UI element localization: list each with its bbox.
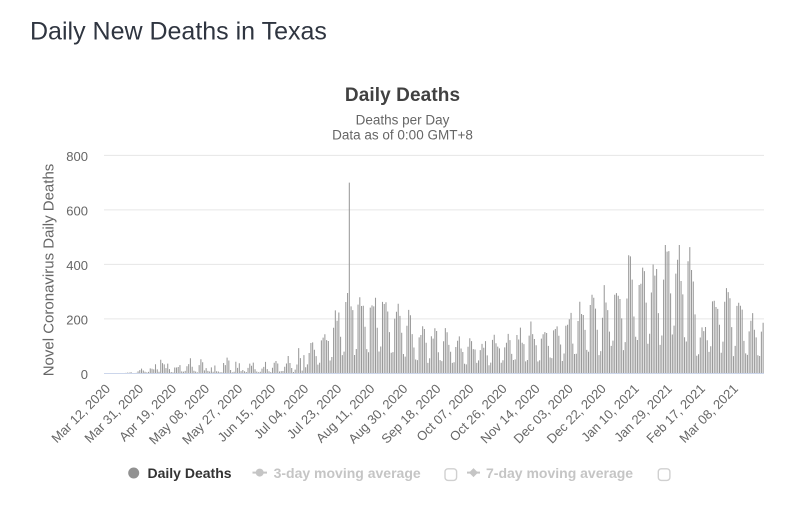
svg-text:3-day moving average: 3-day moving average xyxy=(274,465,421,481)
svg-text:400: 400 xyxy=(66,258,88,273)
svg-text:200: 200 xyxy=(66,312,88,327)
svg-text:0: 0 xyxy=(81,367,88,382)
svg-text:Novel Coronavirus Daily Deaths: Novel Coronavirus Daily Deaths xyxy=(41,164,58,377)
svg-text:600: 600 xyxy=(66,203,88,218)
svg-text:800: 800 xyxy=(66,149,88,164)
svg-text:Daily Deaths: Daily Deaths xyxy=(148,465,232,481)
svg-text:Daily New Deaths in Texas: Daily New Deaths in Texas xyxy=(30,18,327,46)
svg-text:7-day moving average: 7-day moving average xyxy=(486,465,633,481)
svg-text:Daily Deaths: Daily Deaths xyxy=(345,85,460,106)
svg-text:Deaths per Day: Deaths per Day xyxy=(356,113,450,128)
svg-text:Data as of 0:00 GMT+8: Data as of 0:00 GMT+8 xyxy=(332,128,473,143)
